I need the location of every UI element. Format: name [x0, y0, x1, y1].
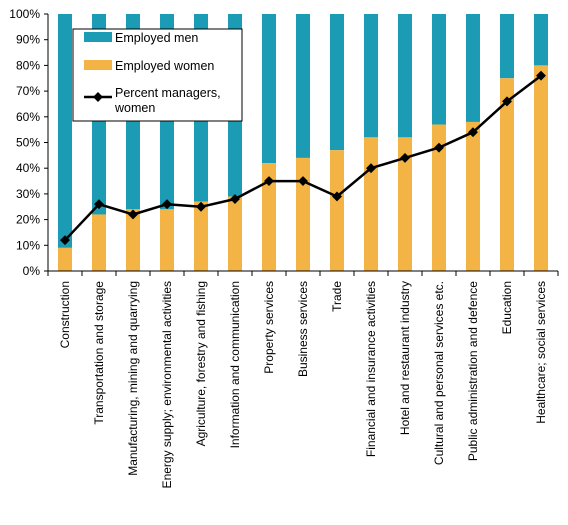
x-tick-label: Education — [500, 281, 514, 334]
bar-employed-women — [466, 121, 480, 271]
bar-employed-men — [296, 14, 310, 158]
bar-employed-women — [262, 163, 276, 271]
bar-employed-men — [500, 14, 514, 79]
line-marker — [162, 199, 172, 210]
y-tick-label: 50% — [16, 136, 40, 150]
bar-employed-men — [398, 14, 412, 138]
y-tick-label: 90% — [16, 33, 40, 47]
bar-employed-women — [228, 196, 242, 271]
bar-employed-women — [296, 157, 310, 271]
x-tick-label: Trade — [330, 281, 344, 312]
legend: Employed men Employed women Percent mana… — [72, 28, 243, 122]
line-marker — [434, 142, 444, 153]
bar-employed-women — [194, 201, 208, 271]
line-marker — [94, 199, 104, 210]
bar-employed-women — [364, 137, 378, 271]
y-tick-label: 0% — [23, 264, 41, 278]
legend-swatch-women — [84, 60, 112, 70]
managers-line — [60, 70, 546, 246]
legend-marker-managers — [93, 92, 103, 102]
line-marker — [468, 127, 478, 138]
bar-employed-women — [534, 65, 548, 272]
y-tick-label: 80% — [16, 58, 40, 72]
x-tick-label: Manufacturing, mining and quarrying — [126, 281, 140, 476]
bar-employed-women — [432, 124, 446, 271]
x-tick-label: Cultural and personal services etc. — [432, 281, 446, 465]
legend-label-men: Employed men — [115, 31, 198, 45]
x-tick-label: Property services — [262, 281, 276, 374]
line-marker — [536, 70, 546, 81]
y-tick-label: 60% — [16, 110, 40, 124]
y-tick-label: 20% — [16, 213, 40, 227]
x-axis: Construction Transportation and storage Ma… — [47, 270, 559, 488]
legend-swatch-men — [84, 32, 112, 42]
x-tick-label: Hotel and restaurant industry — [398, 281, 412, 435]
x-tick-label: Business services — [296, 281, 310, 377]
bar-employed-women — [126, 209, 140, 271]
bar-employed-men — [364, 14, 378, 138]
bar-employed-women — [160, 209, 174, 271]
line-marker — [264, 176, 274, 186]
x-tick-label: Transportation and storage — [92, 281, 106, 425]
line-marker — [366, 163, 376, 174]
bar-employed-men — [330, 14, 344, 151]
bar-employed-women — [330, 150, 344, 271]
line-marker — [230, 194, 240, 204]
line-marker — [298, 176, 308, 186]
x-tick-label: Public administration and defence — [466, 281, 480, 461]
bar-employed-women — [92, 214, 106, 271]
x-tick-label: Construction — [58, 281, 72, 348]
bar-employed-men — [432, 14, 446, 125]
line-marker — [332, 191, 342, 202]
bar-employed-women — [398, 137, 412, 271]
legend-label-women: Employed women — [115, 59, 214, 73]
legend-label-managers: Percent managers, women — [114, 86, 221, 115]
bar-employed-men — [262, 14, 276, 164]
x-tick-label: Agriculture, forestry and fishing — [194, 281, 208, 446]
x-tick-label: Financial and insurance activities — [364, 281, 378, 457]
y-tick-label: 100% — [9, 7, 40, 21]
y-tick-label: 10% — [16, 238, 40, 252]
bar-employed-men — [466, 14, 480, 122]
y-axis: 0% 10% 20% 30% 40% 50% 60% 70% 80% 90% 100% — [9, 7, 49, 278]
bar-employed-men — [58, 14, 72, 248]
line-marker — [128, 209, 138, 220]
bar-employed-women — [58, 247, 72, 271]
bar-employed-women — [500, 78, 514, 271]
line-marker — [400, 152, 410, 163]
y-tick-label: 40% — [16, 161, 40, 175]
legend-box — [72, 28, 243, 122]
line-marker — [196, 201, 206, 212]
bar-employed-men — [534, 14, 548, 66]
y-tick-label: 70% — [16, 84, 40, 98]
x-tick-label: Energy supply; environmental activities — [160, 281, 174, 488]
x-tick-label: Information and communication — [228, 281, 242, 448]
y-tick-label: 30% — [16, 187, 40, 201]
x-tick-label: Healthcare; social services — [534, 281, 548, 424]
line-marker — [60, 235, 70, 246]
